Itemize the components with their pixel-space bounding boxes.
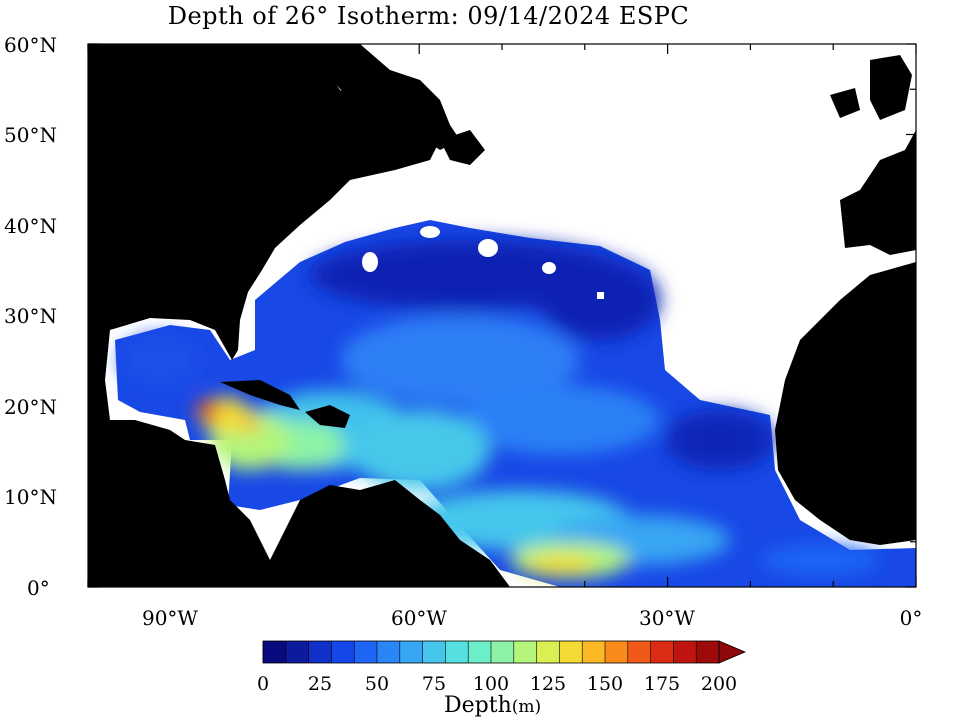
newfoundland (440, 130, 485, 165)
colorbar-swatch (468, 641, 492, 663)
axis-ticks (87, 43, 917, 588)
colorbar-unit: (m) (511, 697, 542, 717)
colorbar-tick-label: 100 (473, 673, 509, 695)
colorbar-tick-label: 200 (701, 673, 737, 695)
cuba (220, 380, 300, 410)
colorbar-swatch (422, 641, 446, 663)
lon-label: 30°W (639, 606, 695, 630)
colorbar-swatch (445, 641, 469, 663)
land (88, 44, 916, 587)
colorbar-swatch (377, 641, 401, 663)
colorbar (262, 640, 747, 664)
colorbar-swatch (308, 641, 332, 663)
colorbar-swatch (627, 641, 652, 663)
colorbar-label: Depth (444, 693, 512, 718)
colorbar-swatch (650, 641, 674, 663)
colorbar-tick-label: 125 (530, 673, 566, 695)
lon-label: 60°W (391, 606, 447, 630)
map-title: Depth of 26° Isotherm: 09/14/2024 ESPC (167, 2, 690, 30)
colorbar-tick-labels: 0 25 50 75 100 125 150 175 200 (257, 673, 737, 695)
africa (775, 262, 916, 545)
colorbar-swatch (536, 641, 560, 663)
colorbar-title: Depth(m) (444, 693, 541, 718)
colorbar-tick-label: 150 (587, 673, 623, 695)
colorbar-swatch (491, 641, 515, 663)
north-america (88, 44, 440, 587)
lat-label: 10°N (4, 485, 57, 509)
hispaniola (305, 405, 350, 428)
lat-label: 20°N (4, 395, 57, 419)
colorbar-swatch (582, 641, 606, 663)
europe (840, 44, 916, 255)
lat-label: 60°N (4, 33, 57, 57)
depth-field (115, 220, 916, 587)
latitude-labels: 60°N 50°N 40°N 30°N 20°N 10°N 0° (4, 33, 57, 600)
colorbar-tick-label: 25 (308, 673, 332, 695)
colorbar-swatch (673, 641, 697, 663)
colorbar-tick-label: 0 (257, 673, 269, 695)
colorbar-swatch (513, 641, 538, 663)
colorbar-swatch (399, 641, 424, 663)
british-isles (870, 55, 912, 120)
lat-label: 30°N (4, 304, 57, 328)
colorbar-swatch (696, 641, 720, 663)
lat-label: 50°N (4, 123, 57, 147)
longitude-labels: 90°W 60°W 30°W 0° (142, 606, 922, 630)
colorbar-swatch (605, 641, 629, 663)
colorbar-swatch (559, 641, 583, 663)
colorbar-swatch (331, 641, 355, 663)
ireland (830, 88, 860, 118)
colorbar-swatch (263, 641, 287, 663)
colorbar-tick-label: 75 (422, 673, 446, 695)
colorbar-frame (262, 640, 720, 664)
colorbar-swatch (285, 641, 310, 663)
colorbar-tick-label: 175 (644, 673, 680, 695)
south-america (260, 480, 510, 587)
lon-label: 0° (900, 606, 923, 630)
colorbar-tick-label: 50 (365, 673, 389, 695)
labrador-peninsula (300, 44, 460, 150)
colorbar-extend-arrow (718, 640, 747, 664)
lat-label: 0° (27, 576, 50, 600)
lon-label: 90°W (142, 606, 198, 630)
lat-label: 40°N (4, 214, 57, 238)
colorbar-swatch (354, 641, 378, 663)
